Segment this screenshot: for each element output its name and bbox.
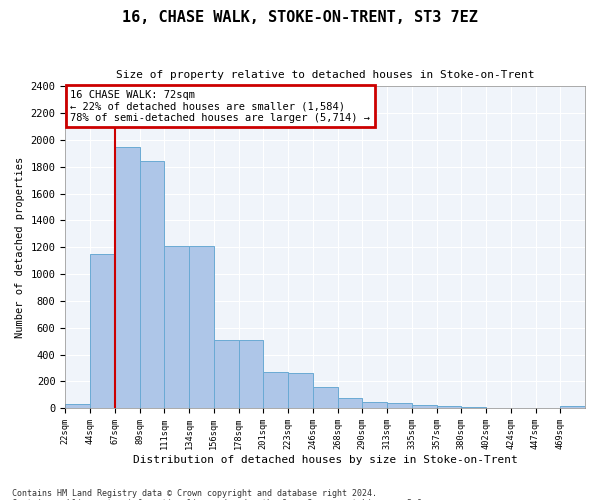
Bar xyxy=(461,407,486,408)
Bar xyxy=(115,146,140,408)
Y-axis label: Number of detached properties: Number of detached properties xyxy=(15,156,25,338)
Bar xyxy=(239,340,263,408)
Text: 16, CHASE WALK, STOKE-ON-TRENT, ST3 7EZ: 16, CHASE WALK, STOKE-ON-TRENT, ST3 7EZ xyxy=(122,10,478,25)
Bar xyxy=(288,372,313,408)
Text: Contains HM Land Registry data © Crown copyright and database right 2024.: Contains HM Land Registry data © Crown c… xyxy=(12,488,377,498)
Bar xyxy=(313,388,338,408)
Bar xyxy=(164,246,189,408)
Bar xyxy=(140,162,164,408)
Bar xyxy=(362,402,387,408)
Bar xyxy=(437,406,461,408)
Text: Contains public sector information licensed under the Open Government Licence v3: Contains public sector information licen… xyxy=(12,498,427,500)
Bar xyxy=(387,403,412,408)
Title: Size of property relative to detached houses in Stoke-on-Trent: Size of property relative to detached ho… xyxy=(116,70,535,80)
Bar xyxy=(412,405,437,408)
X-axis label: Distribution of detached houses by size in Stoke-on-Trent: Distribution of detached houses by size … xyxy=(133,455,518,465)
Bar xyxy=(263,372,288,408)
Bar xyxy=(65,404,90,408)
Bar xyxy=(338,398,362,408)
Bar xyxy=(189,246,214,408)
Bar xyxy=(560,406,585,408)
Bar xyxy=(90,254,115,408)
Bar xyxy=(214,340,239,408)
Text: 16 CHASE WALK: 72sqm
← 22% of detached houses are smaller (1,584)
78% of semi-de: 16 CHASE WALK: 72sqm ← 22% of detached h… xyxy=(70,90,370,123)
